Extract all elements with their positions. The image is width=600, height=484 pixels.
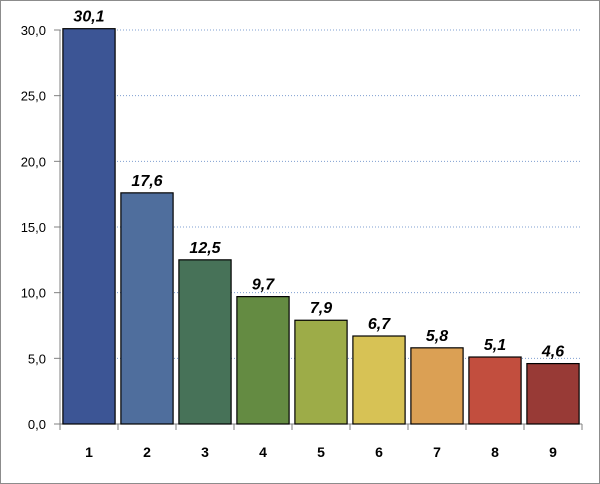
category-label: 7	[433, 444, 441, 460]
y-tick-label: 20,0	[21, 154, 46, 169]
bar	[120, 192, 174, 425]
bar	[178, 259, 232, 425]
data-label: 9,7	[252, 277, 275, 294]
bar	[468, 356, 522, 425]
category-label: 5	[317, 444, 325, 460]
data-label: 17,6	[131, 173, 162, 190]
y-tick-label: 10,0	[21, 286, 46, 301]
bar	[236, 296, 290, 425]
data-label: 4,6	[541, 344, 564, 361]
category-label: 8	[491, 444, 499, 460]
bar	[410, 347, 464, 425]
data-label: 7,9	[310, 300, 332, 317]
bar	[62, 28, 116, 425]
y-tick-label: 0,0	[28, 417, 46, 432]
y-tick-label: 5,0	[28, 351, 46, 366]
y-tick-label: 25,0	[21, 89, 46, 104]
bar	[294, 319, 348, 425]
y-tick-label: 30,0	[21, 23, 46, 38]
data-label: 5,1	[484, 337, 506, 354]
category-label: 9	[549, 444, 557, 460]
category-label: 4	[259, 444, 267, 460]
data-label: 30,1	[73, 9, 104, 26]
category-label: 1	[85, 444, 93, 460]
data-label: 5,8	[426, 328, 448, 345]
category-label: 3	[201, 444, 209, 460]
bar	[526, 362, 580, 425]
y-tick-label: 15,0	[21, 220, 46, 235]
category-label: 6	[375, 444, 383, 460]
data-label: 6,7	[368, 316, 391, 333]
category-label: 2	[143, 444, 151, 460]
bar	[352, 335, 406, 425]
data-label: 12,5	[189, 240, 221, 257]
